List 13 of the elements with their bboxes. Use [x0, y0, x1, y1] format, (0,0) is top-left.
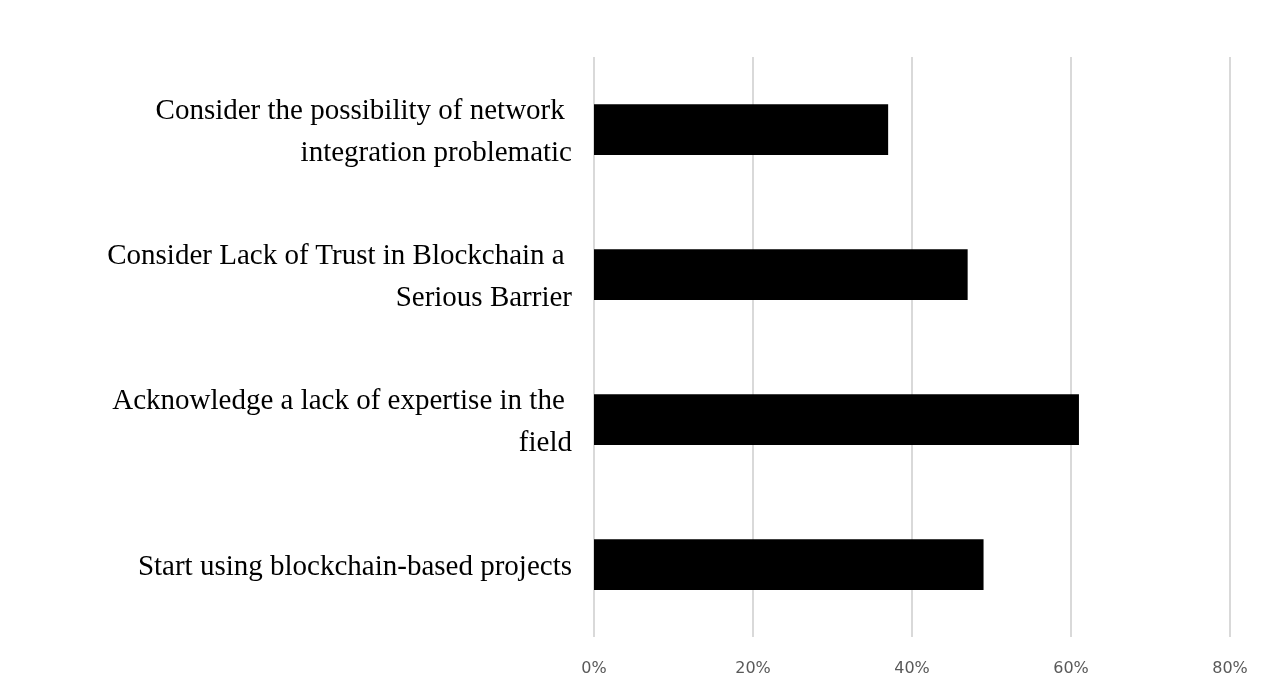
x-tick-label: 40%	[894, 657, 930, 677]
y-tick-label: Consider the possibility of network integration problematic	[155, 92, 572, 167]
bar	[594, 394, 1079, 445]
bar	[594, 104, 889, 155]
x-tick-label: 60%	[1053, 657, 1089, 677]
x-tick-label: 20%	[735, 657, 771, 677]
bar	[594, 249, 968, 300]
y-tick-label: Start using blockchain-based projects	[137, 548, 572, 581]
x-tick-label: 80%	[1212, 657, 1248, 677]
bar	[594, 539, 984, 590]
x-tick-label: 0%	[581, 657, 607, 677]
y-tick-label: Consider Lack of Trust in Blockchain a Serious Barrier	[107, 237, 573, 312]
y-tick-label: Acknowledge a lack of expertise in the field	[112, 382, 573, 457]
